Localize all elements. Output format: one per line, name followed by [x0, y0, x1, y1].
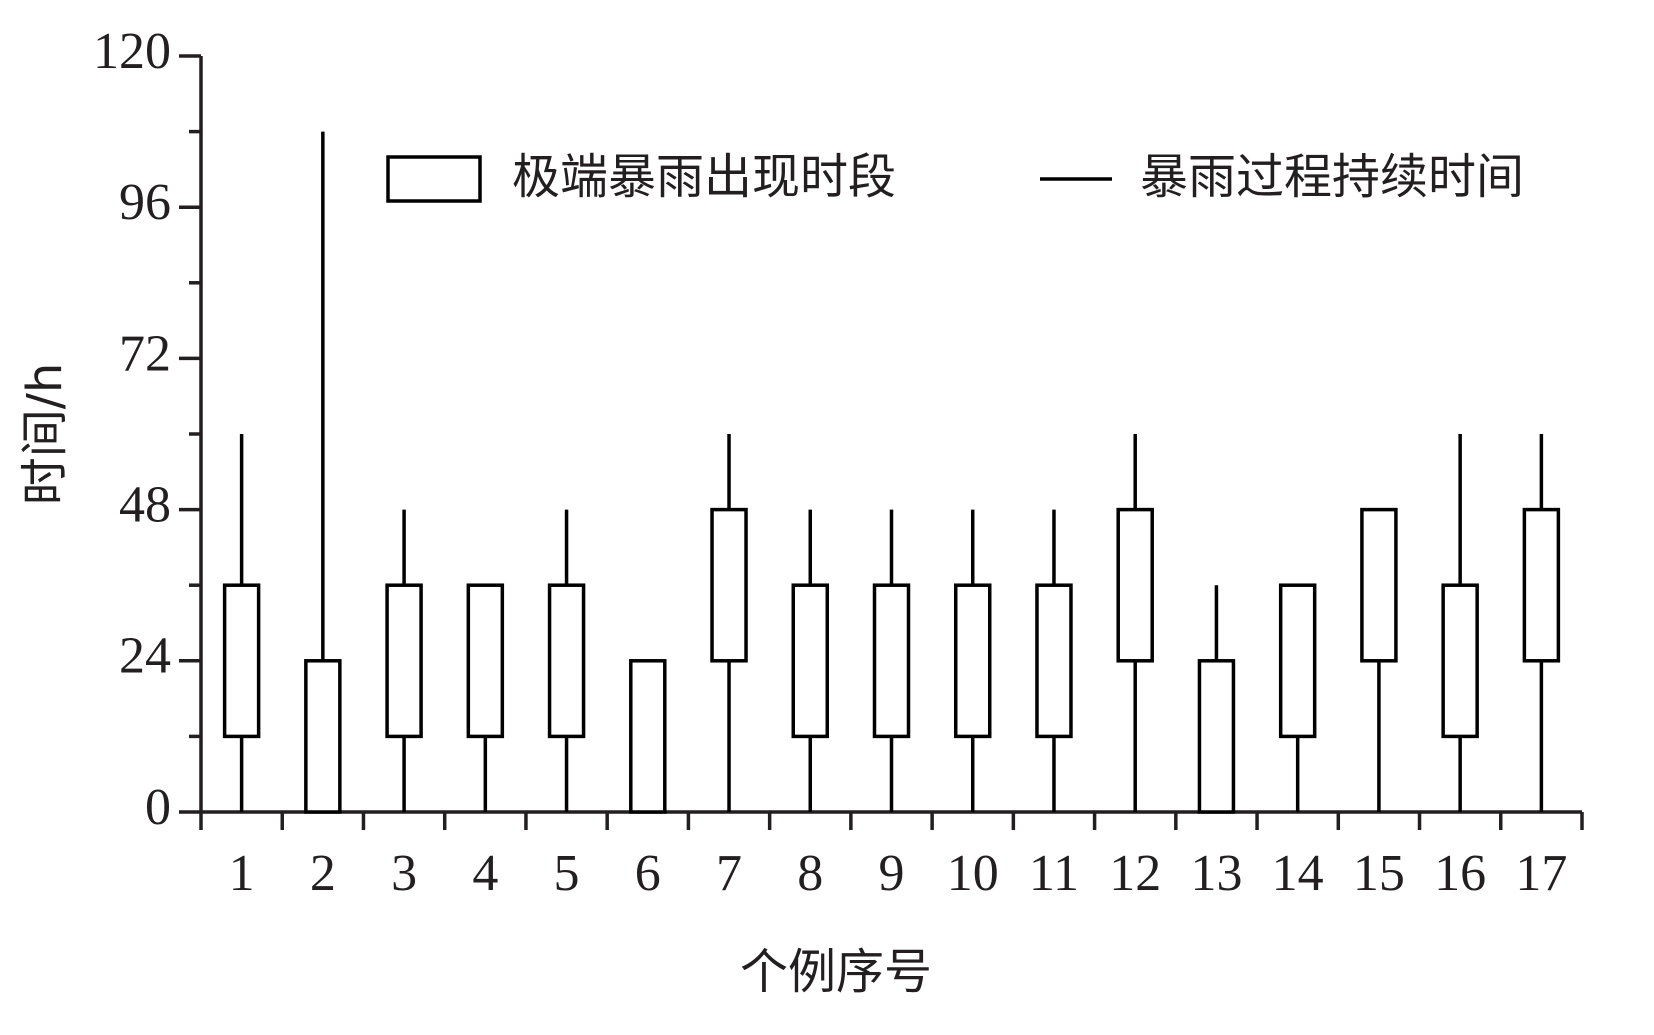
- y-tick-label: 0: [145, 779, 171, 836]
- x-tick-label: 1: [229, 845, 255, 902]
- y-tick-label: 48: [119, 477, 171, 534]
- period-box: [1116, 507, 1154, 663]
- x-tick-label: 13: [1190, 845, 1242, 902]
- period-box: [1441, 583, 1479, 739]
- x-tick-label: 9: [879, 845, 905, 902]
- x-tick-label: 17: [1515, 845, 1567, 902]
- period-box: [466, 583, 505, 739]
- x-axis-title: 个例序号: [740, 944, 932, 1000]
- legend-label: 暴雨过程持续时间: [1140, 149, 1524, 205]
- period-box: [791, 583, 830, 739]
- x-tick-label: 7: [716, 845, 742, 902]
- period-box: [547, 583, 586, 739]
- period-box: [710, 507, 748, 663]
- x-tick-label: 14: [1272, 845, 1324, 902]
- x-tick-label: 16: [1434, 845, 1486, 902]
- x-tick-label: 11: [1029, 845, 1079, 902]
- x-tick-label: 8: [797, 845, 823, 902]
- y-axis-title: 时间/h: [17, 363, 73, 506]
- period-box: [1522, 507, 1561, 663]
- period-box: [304, 659, 342, 814]
- period-box: [385, 583, 423, 739]
- y-tick-label: 96: [119, 174, 171, 231]
- x-tick-label: 10: [947, 845, 999, 902]
- y-tick-label: 120: [93, 23, 171, 80]
- period-box: [872, 583, 911, 739]
- y-tick-label: 24: [119, 628, 171, 685]
- x-tick-label: 5: [554, 845, 580, 902]
- period-box: [629, 659, 667, 814]
- legend-label: 极端暴雨出现时段: [512, 149, 896, 205]
- period-box: [222, 583, 261, 739]
- x-tick-label: 4: [472, 845, 498, 902]
- period-box: [1197, 659, 1236, 814]
- x-tick-label: 12: [1109, 845, 1161, 902]
- period-box: [953, 583, 992, 739]
- legend-box: [386, 155, 482, 203]
- x-tick-label: 3: [391, 845, 417, 902]
- x-tick-label: 15: [1353, 845, 1405, 902]
- x-tick-label: 6: [635, 845, 661, 902]
- x-tick-label: 2: [310, 845, 336, 902]
- period-box: [1360, 507, 1398, 663]
- period-box: [1278, 583, 1317, 739]
- y-tick-label: 72: [119, 325, 171, 382]
- period-box: [1035, 583, 1073, 739]
